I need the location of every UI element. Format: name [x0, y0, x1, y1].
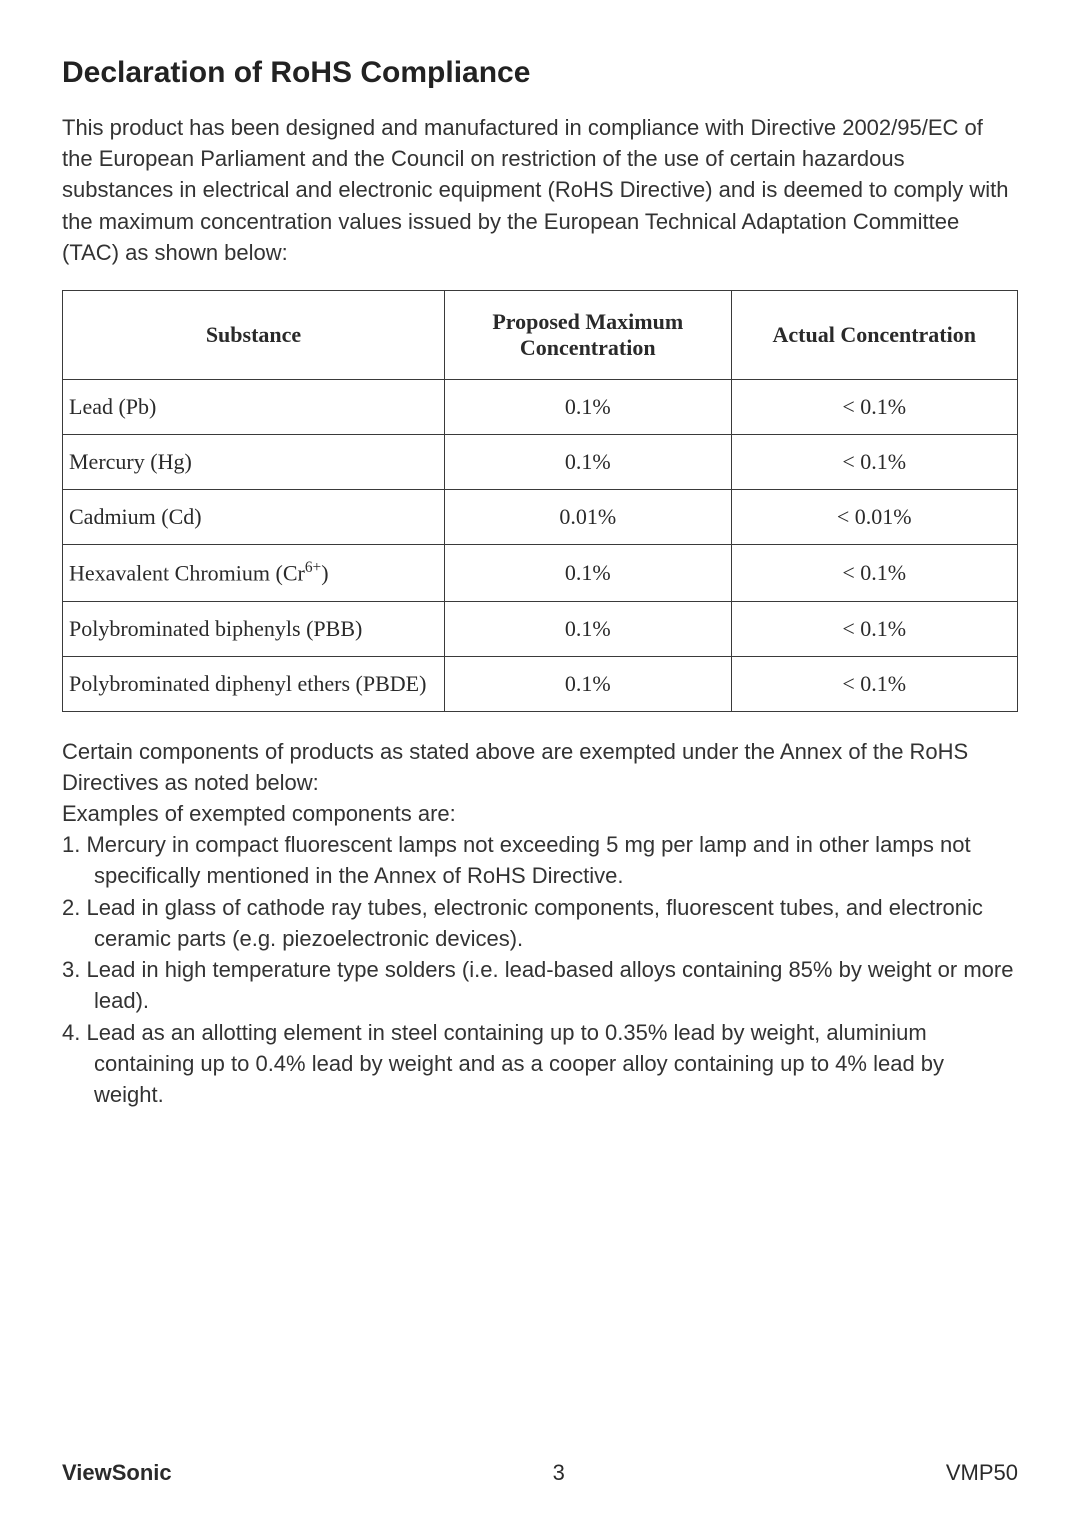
cell-substance: Polybrominated diphenyl ethers (PBDE): [63, 656, 445, 711]
cell-actual: < 0.1%: [731, 545, 1018, 601]
list-item: 4. Lead as an allotting element in steel…: [62, 1017, 1018, 1111]
footer-brand: ViewSonic: [62, 1460, 172, 1486]
cell-actual: < 0.1%: [731, 435, 1018, 490]
exempt-intro-1: Certain components of products as stated…: [62, 736, 1018, 798]
list-item: 1. Mercury in compact fluorescent lamps …: [62, 829, 1018, 891]
cell-proposed: 0.1%: [445, 435, 732, 490]
col-proposed: Proposed Maximum Concentration: [445, 291, 732, 380]
table-header-row: Substance Proposed Maximum Concentration…: [63, 291, 1018, 380]
footer-model: VMP50: [946, 1460, 1018, 1486]
page-footer: ViewSonic 3 VMP50: [62, 1460, 1018, 1486]
exempt-list: 1. Mercury in compact fluorescent lamps …: [62, 829, 1018, 1110]
table-row: Polybrominated diphenyl ethers (PBDE) 0.…: [63, 656, 1018, 711]
cell-substance: Mercury (Hg): [63, 435, 445, 490]
cell-actual: < 0.1%: [731, 656, 1018, 711]
footer-page-number: 3: [553, 1460, 565, 1486]
cell-proposed: 0.1%: [445, 380, 732, 435]
substances-table: Substance Proposed Maximum Concentration…: [62, 290, 1018, 711]
cell-proposed: 0.01%: [445, 490, 732, 545]
cell-proposed: 0.1%: [445, 601, 732, 656]
page-title: Declaration of RoHS Compliance: [62, 56, 1018, 90]
cell-proposed: 0.1%: [445, 656, 732, 711]
exempt-intro-2: Examples of exempted components are:: [62, 798, 1018, 829]
table-row: Hexavalent Chromium (Cr6+) 0.1% < 0.1%: [63, 545, 1018, 601]
cell-actual: < 0.1%: [731, 601, 1018, 656]
cell-substance: Polybrominated biphenyls (PBB): [63, 601, 445, 656]
list-item: 3. Lead in high temperature type solders…: [62, 954, 1018, 1016]
col-actual: Actual Concentration: [731, 291, 1018, 380]
document-page: Declaration of RoHS Compliance This prod…: [0, 0, 1080, 1528]
intro-paragraph: This product has been designed and manuf…: [62, 112, 1018, 268]
cell-substance: Hexavalent Chromium (Cr6+): [63, 545, 445, 601]
cell-proposed: 0.1%: [445, 545, 732, 601]
table-row: Cadmium (Cd) 0.01% < 0.01%: [63, 490, 1018, 545]
table-row: Polybrominated biphenyls (PBB) 0.1% < 0.…: [63, 601, 1018, 656]
cell-actual: < 0.1%: [731, 380, 1018, 435]
table-row: Mercury (Hg) 0.1% < 0.1%: [63, 435, 1018, 490]
col-substance: Substance: [63, 291, 445, 380]
cell-substance: Cadmium (Cd): [63, 490, 445, 545]
list-item: 2. Lead in glass of cathode ray tubes, e…: [62, 892, 1018, 954]
cell-substance: Lead (Pb): [63, 380, 445, 435]
table-body: Lead (Pb) 0.1% < 0.1% Mercury (Hg) 0.1% …: [63, 380, 1018, 711]
cell-actual: < 0.01%: [731, 490, 1018, 545]
table-row: Lead (Pb) 0.1% < 0.1%: [63, 380, 1018, 435]
